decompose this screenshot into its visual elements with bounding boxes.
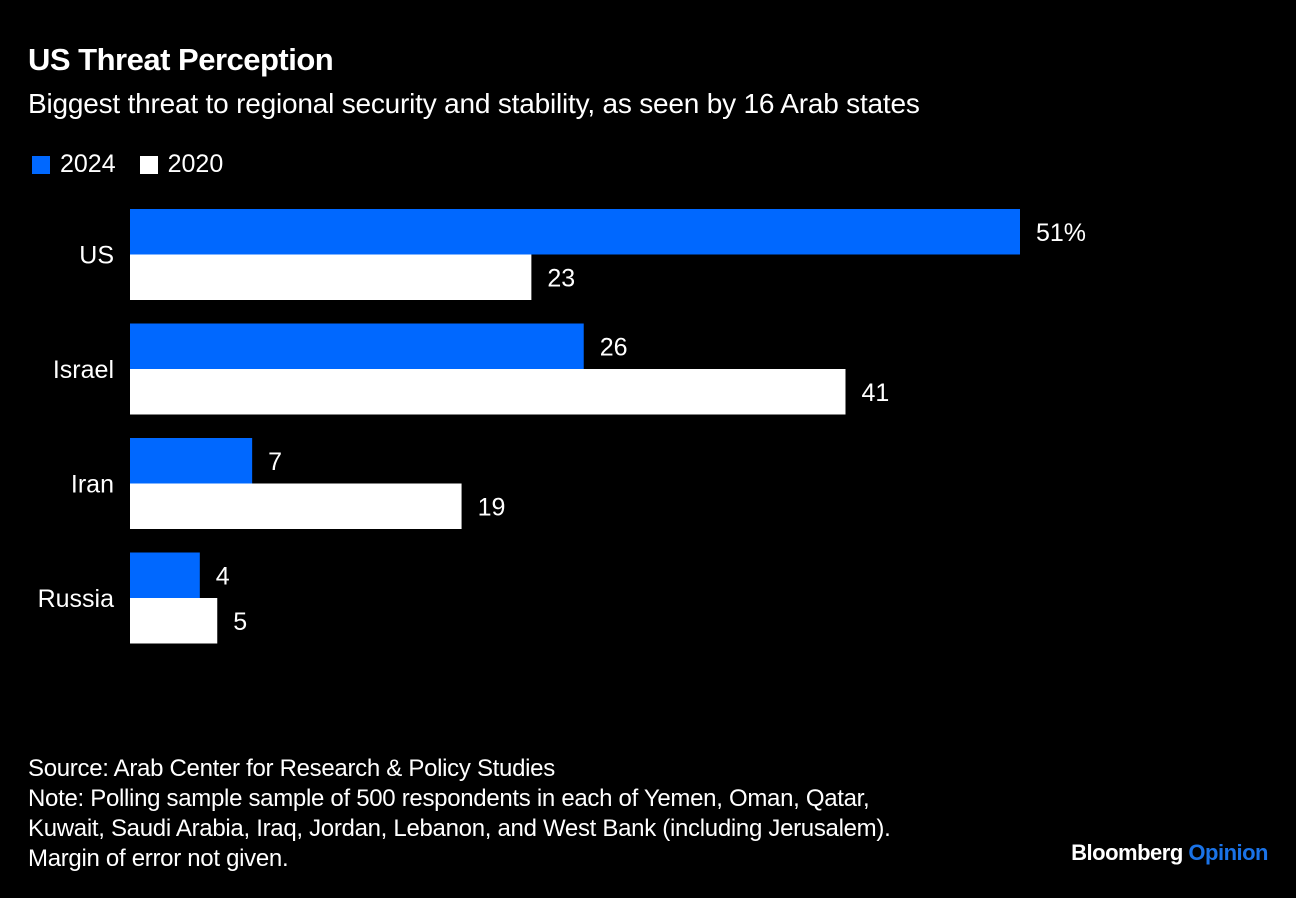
chart-title: US Threat Perception xyxy=(28,42,334,77)
category-label-russia: Russia xyxy=(38,585,115,613)
legend-item-2024: 2024 xyxy=(32,150,116,179)
bar-russia-2020 xyxy=(130,598,218,644)
bar-israel-2024 xyxy=(130,323,584,369)
chart-subtitle: Biggest threat to regional security and … xyxy=(28,88,920,119)
legend-swatch-2024 xyxy=(32,155,50,174)
legend: 2024 2020 xyxy=(32,150,247,179)
data-label-iran-2020: 19 xyxy=(478,493,506,521)
category-label-us: US xyxy=(79,242,114,270)
note-line-1: Note: Polling sample sample of 500 respo… xyxy=(28,785,870,812)
data-label-russia-2020: 5 xyxy=(233,608,247,636)
legend-label-2024: 2024 xyxy=(60,150,116,178)
note-line-3: Margin of error not given. xyxy=(28,845,289,872)
category-label-iran: Iran xyxy=(71,471,114,499)
bar-iran-2024 xyxy=(130,438,253,484)
data-label-us-2020: 23 xyxy=(547,264,575,292)
legend-label-2020: 2020 xyxy=(167,150,224,178)
legend-swatch-2020 xyxy=(139,155,158,174)
bar-russia-2024 xyxy=(130,552,200,598)
footnote: Source: Arab Center for Research & Polic… xyxy=(28,754,891,874)
bar-us-2024 xyxy=(130,209,1020,255)
bar-israel-2020 xyxy=(130,369,846,415)
data-label-us-2024: 51% xyxy=(1036,219,1086,247)
brand-accent: Opinion xyxy=(1188,840,1268,865)
data-label-russia-2024: 4 xyxy=(216,562,230,590)
bar-us-2020 xyxy=(130,254,532,300)
data-label-israel-2020: 41 xyxy=(861,379,889,407)
brand-logo: Bloomberg Opinion xyxy=(1071,840,1268,866)
category-label-israel: Israel xyxy=(53,356,114,384)
note-line-2: Kuwait, Saudi Arabia, Iraq, Jordan, Leba… xyxy=(28,815,891,842)
legend-item-2020: 2020 xyxy=(139,150,224,179)
source-line: Source: Arab Center for Research & Polic… xyxy=(28,755,555,782)
data-label-israel-2024: 26 xyxy=(600,333,628,361)
data-label-iran-2024: 7 xyxy=(268,448,282,476)
brand-main: Bloomberg xyxy=(1071,840,1183,865)
bar-iran-2020 xyxy=(130,483,462,529)
